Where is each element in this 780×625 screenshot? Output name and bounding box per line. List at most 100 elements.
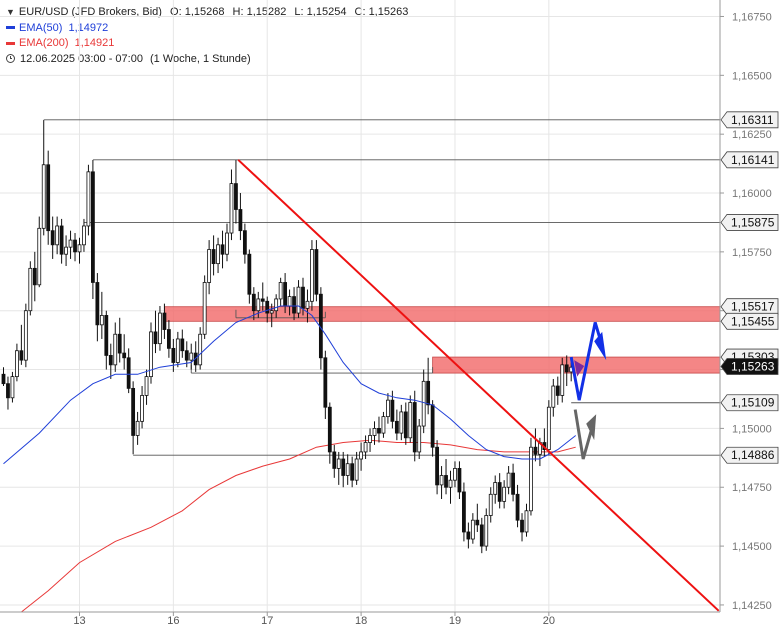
candle-body-up bbox=[86, 171, 91, 227]
candle bbox=[59, 218, 64, 264]
candle-body-down bbox=[533, 446, 538, 455]
candle-body-up bbox=[278, 282, 283, 300]
candle-body-up bbox=[453, 468, 457, 481]
candle-body-down bbox=[412, 402, 417, 453]
candle bbox=[247, 249, 252, 304]
candle-body-up bbox=[274, 298, 279, 312]
candle bbox=[453, 461, 457, 488]
candle-body-down bbox=[59, 225, 64, 255]
candle bbox=[274, 294, 279, 318]
candle bbox=[546, 400, 551, 455]
candle-body-up bbox=[470, 519, 475, 540]
candle bbox=[265, 296, 270, 323]
candle bbox=[399, 404, 404, 441]
candle bbox=[10, 371, 15, 403]
candle-body-down bbox=[520, 519, 524, 533]
candle bbox=[23, 303, 28, 368]
candle-body-down bbox=[265, 300, 270, 314]
low-value: 1,15254 bbox=[306, 6, 347, 18]
candle bbox=[166, 320, 171, 358]
candle-body-up bbox=[10, 376, 15, 399]
blue-arrowhead bbox=[594, 331, 607, 361]
collapse-chevron-icon[interactable]: ▼ bbox=[6, 7, 15, 17]
candle-body-up bbox=[354, 458, 359, 481]
candle-body-down bbox=[301, 286, 305, 309]
candle bbox=[381, 411, 386, 438]
candle bbox=[430, 400, 435, 457]
candle-body-up bbox=[216, 244, 220, 265]
ema50-path bbox=[3, 305, 577, 465]
candle bbox=[260, 282, 265, 311]
candle bbox=[336, 451, 341, 485]
candle bbox=[180, 329, 185, 358]
candle bbox=[269, 303, 274, 328]
ema50-value: 1,14972 bbox=[68, 21, 109, 34]
candle bbox=[86, 164, 91, 236]
candle-body-down bbox=[153, 331, 158, 345]
candle bbox=[533, 428, 538, 462]
candle-body-up bbox=[256, 298, 261, 312]
clock-icon bbox=[6, 53, 15, 63]
candle-body-down bbox=[171, 347, 176, 363]
candle-body-up bbox=[28, 267, 33, 312]
candle bbox=[412, 390, 417, 462]
ema200-label: EMA(200) bbox=[19, 37, 69, 49]
candle bbox=[305, 289, 310, 323]
candle bbox=[497, 473, 502, 509]
candle bbox=[448, 470, 453, 504]
candle bbox=[403, 402, 408, 445]
candle-body-down bbox=[390, 399, 395, 422]
ema200-line bbox=[21, 439, 576, 613]
level-tag-bg bbox=[720, 394, 779, 412]
open-label: O: bbox=[170, 6, 182, 18]
candle-body-down bbox=[350, 463, 355, 481]
candle bbox=[50, 216, 55, 259]
candle-body-up bbox=[359, 451, 364, 460]
candle bbox=[488, 487, 493, 523]
candle-body-down bbox=[122, 352, 127, 359]
candle bbox=[408, 395, 413, 443]
candle bbox=[310, 240, 314, 311]
candle-body-down bbox=[108, 355, 113, 366]
candle bbox=[435, 440, 439, 495]
candle-body-up bbox=[506, 472, 511, 488]
candle bbox=[555, 376, 560, 405]
candle-body-down bbox=[166, 329, 171, 349]
candle-body-down bbox=[466, 531, 471, 540]
candle-body-up bbox=[381, 416, 386, 434]
candle bbox=[524, 503, 529, 537]
legend-ema200-row: EMA(200) 1,14921 bbox=[6, 36, 408, 52]
candle-body-up bbox=[144, 376, 149, 396]
legend-symbol-row: ▼ EUR/USD (JFD Brokers, Bid) O: 1,15268 H… bbox=[6, 5, 408, 21]
candle-body-down bbox=[73, 239, 77, 253]
candle-body-down bbox=[184, 350, 189, 361]
candle bbox=[529, 437, 533, 516]
candle-body-up bbox=[336, 458, 341, 469]
candle-body-up bbox=[135, 420, 140, 436]
candle-body-down bbox=[19, 350, 24, 361]
close-value: 1,15263 bbox=[368, 6, 409, 18]
candle bbox=[515, 484, 520, 528]
candle-body-down bbox=[260, 298, 265, 302]
candle bbox=[278, 277, 283, 306]
candle-body-up bbox=[368, 435, 372, 443]
purple-arrowhead bbox=[574, 360, 585, 377]
ema50-label: EMA(50) bbox=[19, 21, 63, 34]
candle bbox=[175, 331, 180, 368]
price-tick-label: 1,15750 bbox=[732, 247, 772, 259]
candle bbox=[421, 369, 426, 434]
candle-body-up bbox=[99, 315, 104, 326]
candle-body-up bbox=[202, 282, 207, 335]
level-tag-bg bbox=[720, 111, 779, 129]
candle bbox=[368, 428, 372, 452]
candle-body-up bbox=[372, 427, 377, 436]
candle-body-down bbox=[193, 352, 198, 366]
candle-body-up bbox=[551, 385, 556, 408]
candle-body-up bbox=[225, 232, 229, 255]
candle bbox=[542, 428, 547, 457]
candle bbox=[229, 169, 234, 241]
candle bbox=[225, 223, 229, 262]
candle-body-up bbox=[399, 411, 404, 434]
candle-body-down bbox=[341, 458, 346, 476]
